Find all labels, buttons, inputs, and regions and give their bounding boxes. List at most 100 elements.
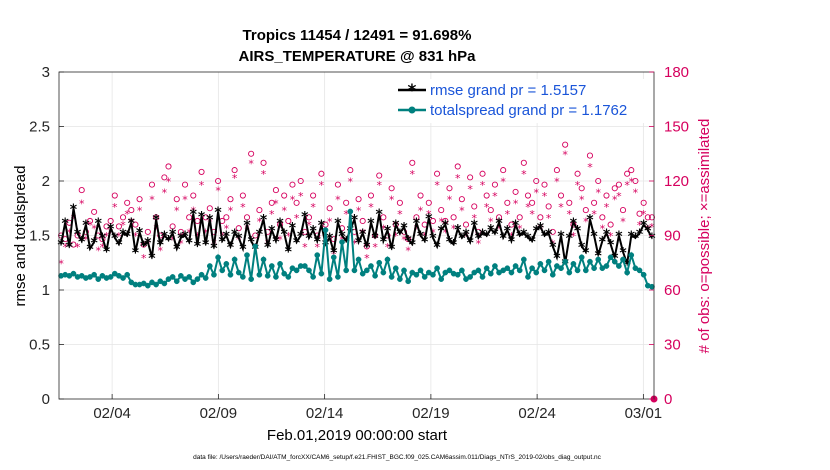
- assimilated-obs-point: *: [157, 245, 163, 258]
- rmse-point: *: [578, 240, 586, 256]
- totalspread-point: [318, 270, 325, 277]
- possible-obs-point: [566, 199, 573, 206]
- totalspread-point: [529, 265, 535, 272]
- x-tick-label: 02/14: [306, 405, 344, 422]
- possible-obs-point: [545, 203, 552, 210]
- rmse-point: *: [223, 229, 231, 245]
- possible-obs-point: [322, 221, 329, 228]
- assimilated-obs-point: *: [327, 215, 333, 228]
- rmse-point: *: [438, 224, 446, 240]
- rmse-point: *: [95, 216, 103, 232]
- possible-obs-point: [190, 192, 197, 199]
- rmse-point: *: [471, 218, 479, 234]
- legend: * rmse grand pr = 1.5157 totalspread gra…: [393, 79, 651, 123]
- totalspread-point: [335, 274, 341, 280]
- rmse-point: *: [512, 218, 520, 234]
- totalspread-point: [202, 275, 209, 281]
- possible-obs-point: [202, 214, 209, 221]
- rmse-point: *: [363, 240, 371, 256]
- assimilated-obs-point: *: [604, 201, 610, 214]
- assimilated-obs-point: *: [170, 234, 176, 247]
- totalspread-point: [545, 258, 552, 265]
- rmse-point: *: [570, 216, 578, 232]
- possible-obs-point: [293, 199, 300, 206]
- assimilated-obs-point: *: [100, 241, 106, 254]
- rmse-point: *: [243, 218, 251, 234]
- totalspread-point: [636, 267, 643, 274]
- assimilated-obs-point: *: [583, 215, 589, 228]
- possible-obs-point: [367, 192, 375, 199]
- assimilated-obs-point: *: [525, 201, 531, 214]
- assimilated-obs-point: *: [273, 197, 279, 210]
- rmse-point: *: [541, 229, 549, 245]
- rmse-point: *: [574, 224, 582, 240]
- y-tick-label: 1: [42, 282, 50, 299]
- rmse-point: *: [185, 236, 193, 252]
- totalspread-point: [120, 275, 126, 281]
- legend-box: [393, 79, 651, 123]
- rmse-point: *: [644, 224, 652, 240]
- rmse-point: *: [409, 238, 417, 254]
- rmse-point: *: [483, 229, 491, 245]
- assimilated-obs-point: *: [393, 230, 399, 243]
- possible-obs-point: [516, 214, 523, 221]
- y-right-tick-label: 60: [664, 282, 681, 299]
- assimilated-obs-point: *: [641, 208, 647, 221]
- rmse-point: *: [586, 213, 594, 229]
- possible-obs-point: [615, 181, 622, 188]
- totalspread-point: [413, 271, 420, 278]
- possible-obs-point: [186, 214, 193, 221]
- rmse-point: *: [376, 207, 384, 223]
- assimilated-obs-point: *: [414, 223, 420, 236]
- rmse-point: *: [239, 242, 247, 258]
- assimilated-obs-point: *: [480, 179, 486, 192]
- assimilated-obs-point: *: [629, 176, 635, 189]
- rmse-point: *: [359, 227, 367, 243]
- assimilated-obs-point: *: [517, 223, 523, 236]
- totalspread-point: [562, 258, 569, 265]
- possible-obs-point: [413, 214, 420, 221]
- rmse-point: *: [301, 209, 309, 225]
- assimilated-obs-point: *: [133, 230, 139, 243]
- rmse-point: *: [623, 257, 631, 273]
- rmse-point: *: [227, 240, 235, 256]
- assimilated-obs-point: *: [62, 241, 68, 254]
- assimilated-obs-point: *: [401, 234, 407, 247]
- possible-obs-point: [70, 241, 77, 248]
- totalspread-point: [388, 274, 395, 280]
- rmse-point: *: [247, 234, 255, 250]
- rmse-point: *: [417, 229, 425, 245]
- possible-obs-point: [318, 170, 325, 177]
- legend-rmse-marker: *: [408, 81, 417, 101]
- possible-obs-point: [624, 170, 631, 177]
- totalspread-point: [616, 263, 622, 269]
- rmse-point: *: [140, 239, 148, 255]
- assimilated-obs-point: *: [306, 219, 312, 232]
- assimilated-obs-point: *: [240, 201, 246, 214]
- assimilated-obs-point: *: [376, 179, 382, 192]
- rmse-point: *: [62, 216, 70, 232]
- totalspread-point: [380, 269, 387, 276]
- rmse-point: *: [458, 231, 466, 247]
- possible-obs-point: [512, 188, 519, 195]
- possible-obs-point: [553, 167, 560, 174]
- possible-obs-point: [529, 199, 536, 206]
- totalspread-point: [95, 276, 102, 282]
- possible-obs-point: [148, 181, 156, 188]
- assimilated-obs-point: *: [120, 219, 126, 232]
- totalspread-point: [384, 256, 391, 263]
- possible-obs-point: [289, 181, 296, 188]
- totalspread-point: [173, 278, 180, 285]
- rmse-point: *: [272, 234, 280, 250]
- possible-obs-point: [591, 199, 598, 206]
- rmse-point: *: [289, 220, 297, 236]
- assimilated-obs-point: *: [405, 245, 411, 258]
- y-right-tick-label: 180: [664, 64, 689, 81]
- possible-obs-point: [479, 170, 486, 177]
- totalspread-point: [153, 281, 159, 288]
- totalspread-point: [264, 272, 271, 279]
- assimilated-obs-point: *: [521, 168, 527, 181]
- possible-obs-point: [107, 217, 114, 225]
- rmse-point: *: [404, 233, 412, 249]
- rmse-point: *: [371, 231, 379, 247]
